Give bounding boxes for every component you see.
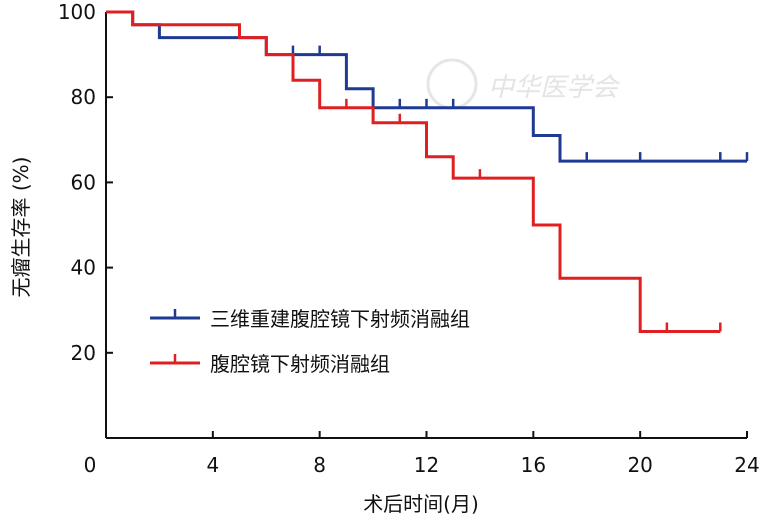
series-layer xyxy=(106,10,749,333)
y-tick-label: 60 xyxy=(71,170,96,194)
y-tick-label: 40 xyxy=(71,256,96,280)
x-tick-label: 0 xyxy=(84,453,97,477)
legend-label: 腹腔镜下射频消融组 xyxy=(210,352,390,376)
x-tick-label: 20 xyxy=(627,453,652,477)
watermark: 中华医学会 xyxy=(426,58,621,110)
x-tick-label: 12 xyxy=(414,453,439,477)
watermark-text: 中华医学会 xyxy=(488,73,621,103)
x-tick-label: 16 xyxy=(521,453,546,477)
x-tick-label: 24 xyxy=(734,453,759,477)
x-tick-label: 4 xyxy=(206,453,219,477)
axes: 0 4 8 12 16 20 24 20 40 60 80 100 xyxy=(58,0,760,477)
x-tick-label: 8 xyxy=(313,453,326,477)
y-tick-label: 20 xyxy=(71,341,96,365)
y-tick-label: 80 xyxy=(71,85,96,109)
series-line xyxy=(106,10,721,333)
y-tick-label: 100 xyxy=(58,0,96,24)
y-axis-label: 无瘤生存率 (%) xyxy=(9,157,33,298)
legend-label: 三维重建腹腔镜下射频消融组 xyxy=(210,307,470,331)
x-axis-label: 术后时间(月) xyxy=(363,492,479,516)
